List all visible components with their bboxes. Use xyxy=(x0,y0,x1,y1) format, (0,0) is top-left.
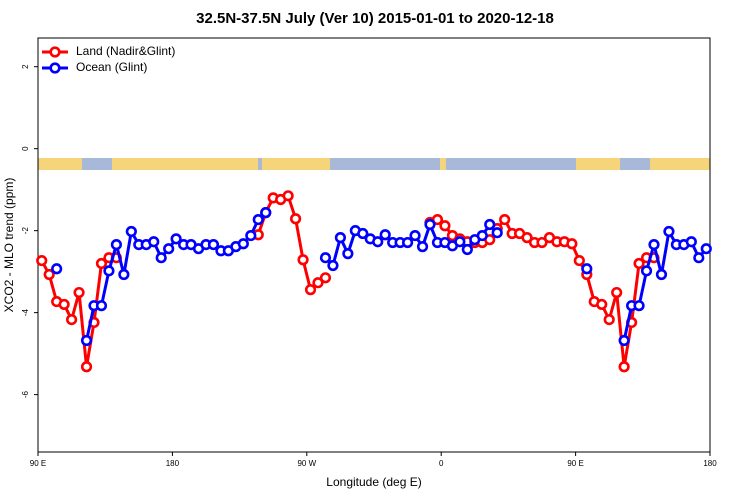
data-point xyxy=(521,232,533,244)
y-tick-label: -2 xyxy=(21,227,30,235)
data-point xyxy=(357,227,369,240)
data-point xyxy=(424,218,436,231)
data-point xyxy=(297,254,309,266)
data-point xyxy=(51,263,63,275)
data-point xyxy=(402,236,414,249)
data-point xyxy=(484,218,496,231)
data-point xyxy=(439,220,451,232)
data-point xyxy=(416,241,429,253)
y-tick-label: 2 xyxy=(21,64,30,69)
data-point xyxy=(170,233,182,245)
data-point xyxy=(319,272,332,284)
data-point xyxy=(110,238,122,251)
data-point xyxy=(655,268,668,281)
data-point xyxy=(73,286,85,299)
data-point xyxy=(409,229,421,242)
data-point xyxy=(536,236,548,249)
data-point xyxy=(633,300,645,312)
data-point xyxy=(58,298,70,311)
y-tick-label: -4 xyxy=(21,309,30,317)
data-point xyxy=(461,243,473,256)
data-point xyxy=(282,190,294,202)
data-point xyxy=(685,236,697,248)
x-tick-label: 0 xyxy=(439,459,444,468)
data-point xyxy=(618,334,630,347)
data-point xyxy=(454,236,466,248)
y-tick-label: -6 xyxy=(21,391,30,399)
data-point xyxy=(290,213,302,225)
y-axis-label: XCO2 - MLO trend (ppm) xyxy=(2,178,16,313)
data-point xyxy=(566,238,578,250)
data-point xyxy=(611,286,623,299)
data-point xyxy=(118,268,130,281)
data-point xyxy=(491,227,503,239)
data-point xyxy=(431,213,444,226)
data-point xyxy=(80,334,93,347)
data-point xyxy=(207,238,220,251)
chart-title: 32.5N-37.5N July (Ver 10) 2015-01-01 to … xyxy=(196,10,554,27)
data-point xyxy=(379,229,391,241)
series-line xyxy=(85,211,267,341)
x-tick-label: 180 xyxy=(166,459,180,468)
x-tick-label: 90 E xyxy=(30,459,46,468)
data-point xyxy=(43,268,55,281)
data-point xyxy=(693,252,705,264)
data-point xyxy=(36,254,48,267)
data-point xyxy=(648,238,660,251)
data-point xyxy=(103,265,115,277)
data-point xyxy=(252,213,264,226)
data-point xyxy=(125,225,137,238)
data-point xyxy=(80,361,93,373)
data-point xyxy=(499,213,511,226)
data-point xyxy=(237,238,249,250)
x-tick-label: 180 xyxy=(703,459,717,468)
data-point xyxy=(618,361,630,373)
data-point xyxy=(603,314,615,326)
data-point xyxy=(148,236,160,248)
data-point xyxy=(476,229,488,242)
data-point xyxy=(95,300,108,312)
legend-label: Land (Nadir&Glint) xyxy=(76,44,175,58)
x-axis-label: Longitude (deg E) xyxy=(326,475,421,489)
data-point xyxy=(700,243,712,255)
data-point xyxy=(65,314,78,326)
data-point xyxy=(312,277,324,289)
data-point xyxy=(640,265,653,277)
data-point xyxy=(372,236,384,248)
data-point xyxy=(327,259,339,272)
land-mask-strip xyxy=(38,158,710,170)
data-point xyxy=(304,284,317,296)
data-point xyxy=(334,232,347,244)
data-point xyxy=(95,257,108,270)
data-point xyxy=(155,252,167,264)
data-point xyxy=(633,257,645,270)
legend-label: Ocean (Glint) xyxy=(76,60,147,74)
data-point xyxy=(245,229,257,242)
data-point xyxy=(319,252,332,264)
data-point xyxy=(260,207,272,219)
y-tick-label: 0 xyxy=(21,146,30,151)
x-tick-label: 90 E xyxy=(567,459,583,468)
data-point xyxy=(581,263,593,275)
data-point xyxy=(573,254,585,267)
data-point xyxy=(163,243,175,255)
legend-marker xyxy=(49,46,61,58)
data-point xyxy=(342,248,354,260)
x-tick-label: 90 W xyxy=(297,459,316,468)
data-point xyxy=(596,298,608,311)
data-point xyxy=(663,225,675,238)
legend-marker xyxy=(49,62,61,74)
